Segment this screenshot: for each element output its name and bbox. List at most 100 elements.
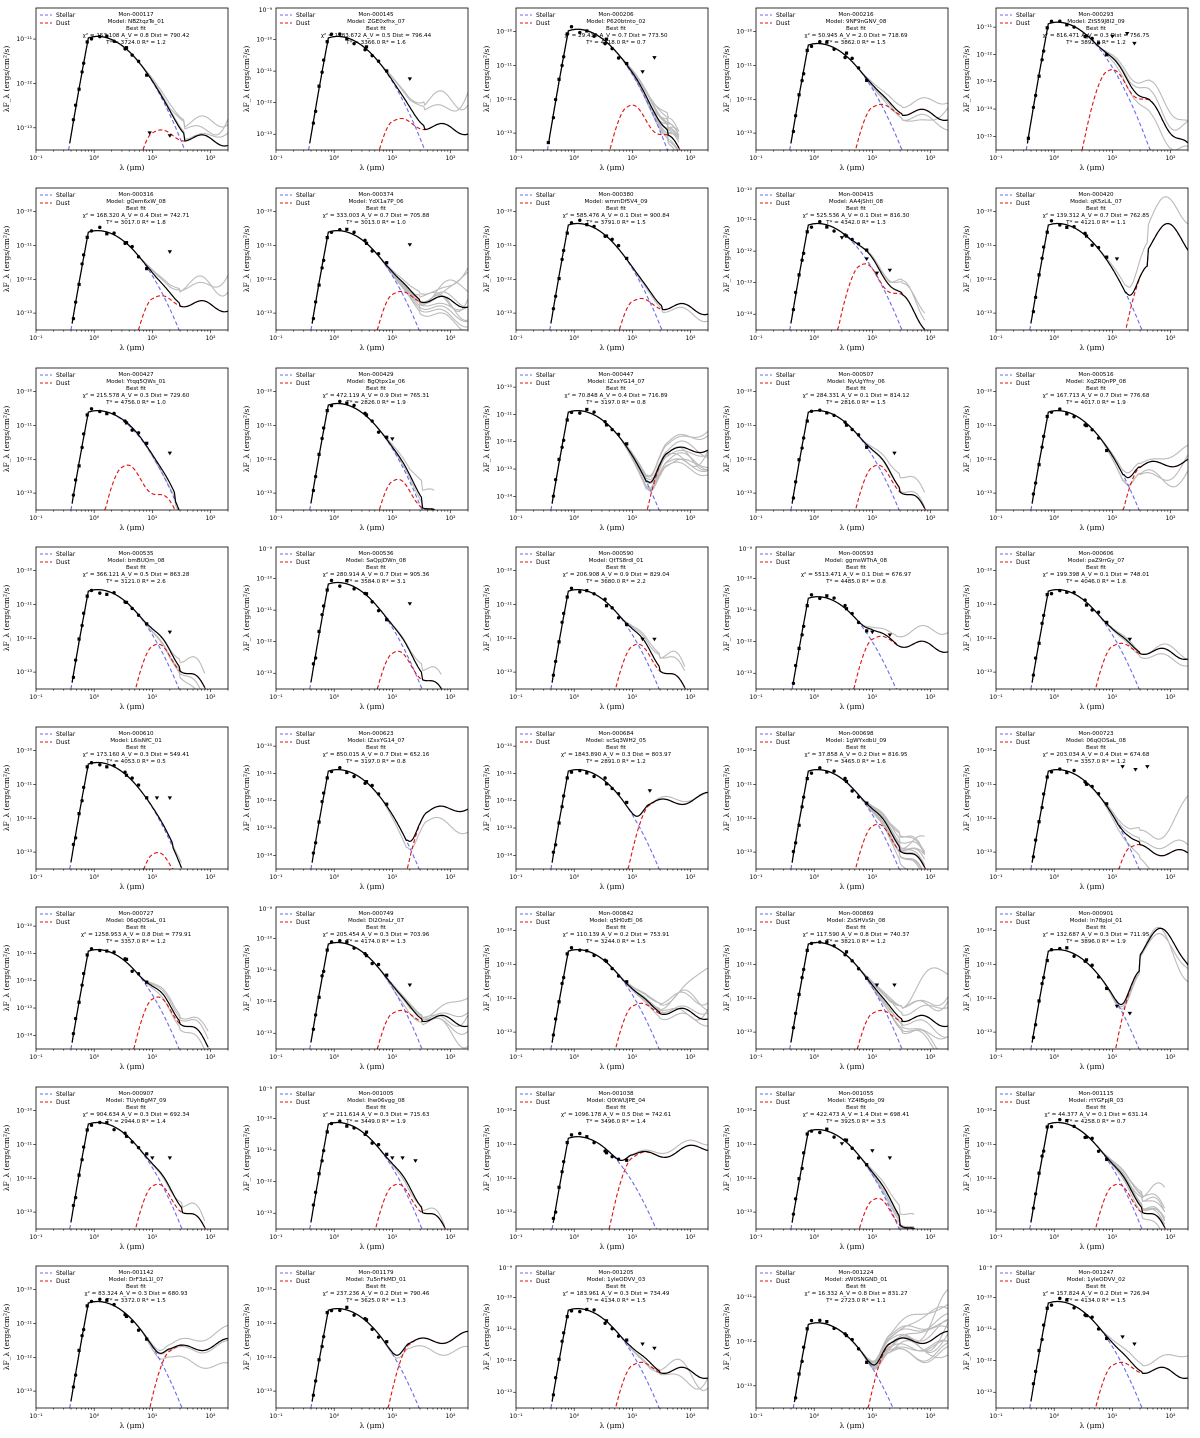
data-point: [865, 1360, 869, 1365]
data-point: [825, 410, 829, 414]
data-point: [73, 836, 78, 840]
best-fit-label: Best fit: [846, 925, 867, 931]
x-tick-label: 10⁻¹: [509, 1054, 523, 1061]
y-axis-label: λF_λ (ergs/cm²/s): [722, 405, 731, 472]
y-tick-label: 10⁻¹³: [16, 1209, 32, 1216]
alt-model-line: [1030, 1121, 1162, 1229]
fit-stats: χ² = 1258.953 A_V = 0.8 Dist = 779.91: [81, 931, 192, 938]
x-tick-label: 10⁰: [569, 1054, 580, 1061]
upper-limit-marker: [407, 242, 413, 247]
stellar-component-line: [549, 222, 664, 330]
data-point: [85, 1304, 89, 1308]
stellar-params: T* = 3584.0 R* = 3.1: [345, 579, 406, 585]
x-tick-label: 10²: [685, 874, 696, 881]
data-point: [800, 1166, 804, 1170]
data-point: [616, 56, 621, 60]
y-tick-label: 10⁻¹²: [976, 1175, 992, 1182]
data-point: [376, 609, 381, 613]
best-fit-line: [71, 948, 209, 1048]
model-name: Model: NBZtqzTe_01: [108, 19, 165, 25]
dust-component-line: [1115, 927, 1188, 1048]
x-axis-label: λ (μm): [360, 882, 385, 891]
alt-model-line: [551, 589, 686, 683]
fit-stats: χ² = 366.121 A_V = 0.5 Dist = 863.28: [83, 571, 190, 578]
y-axis-label: λF_λ (ergs/cm²/s): [962, 585, 971, 652]
data-point: [1031, 673, 1036, 678]
best-fit-label: Best fit: [1086, 745, 1107, 751]
data-point: [1083, 231, 1087, 235]
alt-model-line: [551, 409, 708, 504]
data-point: [1031, 491, 1036, 496]
best-fit-label: Best fit: [606, 26, 627, 32]
plot-frame: [35, 1086, 229, 1229]
best-fit-line: [790, 42, 948, 144]
best-fit-label: Best fit: [366, 1105, 387, 1111]
data-point: [325, 40, 329, 44]
data-point: [565, 1315, 569, 1319]
y-tick-label: 10⁻¹²: [496, 1358, 512, 1365]
x-tick-label: 10¹: [387, 515, 398, 522]
data-point: [865, 976, 869, 980]
data-point: [809, 941, 814, 945]
data-point: [1041, 1323, 1046, 1328]
plot-area: [310, 766, 468, 869]
x-tick-label: 10⁻¹: [269, 694, 283, 701]
data-point: [1058, 946, 1062, 951]
source-id: Mon-000907: [118, 1091, 154, 1097]
y-tick-label: 10⁻¹⁴: [496, 852, 512, 859]
data-point: [317, 84, 321, 88]
data-point: [1037, 1349, 1041, 1353]
legend-stellar-label: Stellar: [56, 911, 76, 918]
data-point: [385, 1152, 389, 1156]
plot-area: [1025, 19, 1188, 150]
y-tick-label: 10⁻¹²: [736, 639, 752, 646]
alt-model-line: [791, 1128, 915, 1229]
legend-dust-label: Dust: [536, 559, 551, 566]
data-point: [844, 950, 849, 954]
best-fit-line: [551, 769, 708, 863]
data-point: [1090, 427, 1094, 431]
x-tick-label: 10⁻¹: [269, 1054, 283, 1061]
x-tick-label: 10⁻¹: [269, 874, 283, 881]
data-point: [625, 1158, 629, 1162]
data-point: [313, 1013, 318, 1017]
alt-model-line: [790, 941, 948, 1043]
data-point: [364, 953, 369, 957]
stellar-component-line: [69, 1121, 184, 1229]
data-point: [338, 399, 342, 403]
data-point: [77, 1000, 81, 1004]
legend-stellar-label: Stellar: [776, 372, 796, 379]
data-point: [592, 1308, 596, 1312]
data-point: [1031, 1035, 1036, 1039]
legend-stellar-label: Stellar: [776, 551, 796, 558]
legend-stellar-label: Stellar: [1016, 731, 1036, 738]
x-axis-label: λ (μm): [1080, 1421, 1105, 1430]
alt-model-line: [71, 229, 228, 324]
data-point: [1105, 621, 1109, 625]
y-tick-label: 10⁻¹²: [16, 815, 32, 822]
data-point: [77, 1173, 81, 1177]
data-point: [320, 799, 324, 804]
data-point: [124, 1315, 129, 1319]
data-point: [616, 432, 621, 436]
stellar-params: T* = 3465.0 R* = 1.6: [825, 759, 886, 765]
data-point: [1037, 820, 1041, 824]
x-tick-label: 10⁰: [569, 1413, 580, 1420]
dust-component-line: [618, 297, 708, 330]
y-axis-label: λF_λ (ergs/cm²/s): [722, 585, 731, 652]
data-point: [565, 776, 569, 780]
legend-dust-label: Dust: [296, 200, 311, 207]
y-tick-label: 10⁻¹²: [976, 276, 992, 283]
data-point: [123, 770, 127, 774]
data-point: [311, 1393, 316, 1398]
data-point: [364, 1130, 369, 1134]
data-point: [329, 769, 334, 774]
x-axis-label: λ (μm): [120, 343, 145, 352]
x-tick-label: 10⁰: [569, 694, 580, 701]
y-tick-label: 10⁻¹⁰: [976, 748, 992, 755]
data-point: [557, 1357, 561, 1362]
y-axis-label: λF_λ (ergs/cm²/s): [482, 1124, 491, 1191]
legend-dust-label: Dust: [296, 1099, 311, 1106]
